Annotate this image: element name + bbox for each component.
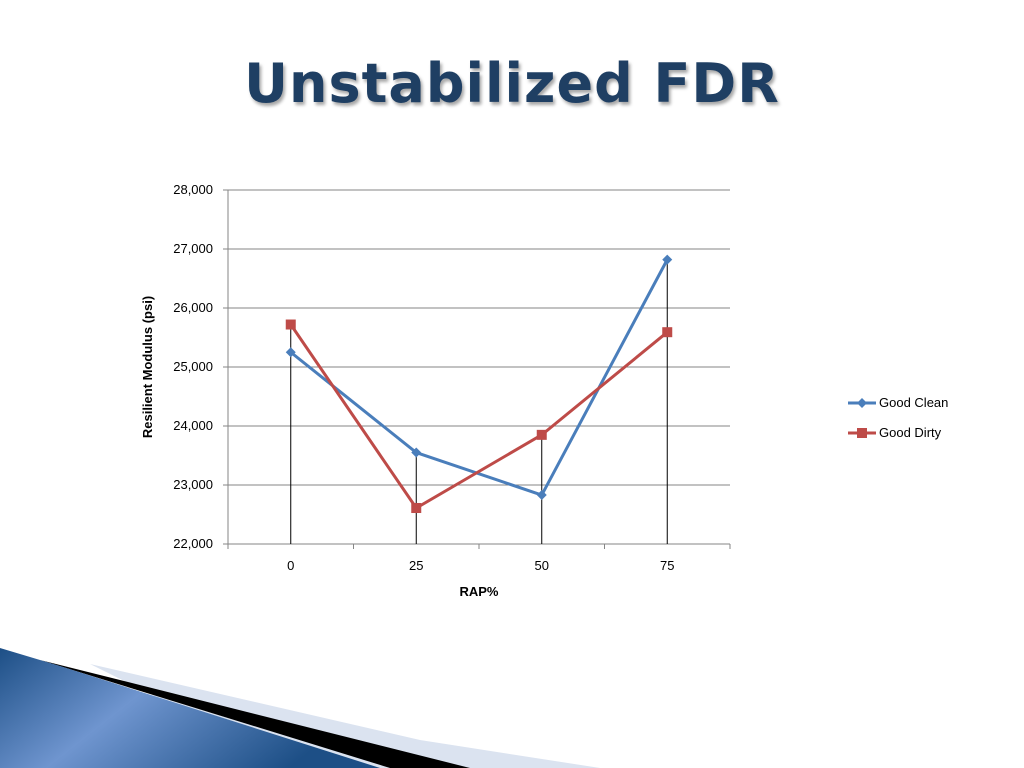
legend: Good Clean Good Dirty xyxy=(848,395,948,440)
series-line xyxy=(289,258,669,497)
legend-item: Good Dirty xyxy=(848,425,942,440)
swoosh-blue-band xyxy=(0,648,380,768)
series-good-clean xyxy=(285,254,673,501)
swoosh-black-band xyxy=(40,660,470,768)
legend-swatch-marker xyxy=(857,398,867,408)
y-tick-label: 26,000 xyxy=(173,300,213,315)
legend-item: Good Clean xyxy=(848,395,948,410)
legend-label: Good Clean xyxy=(879,395,948,410)
line-chart: 22,000 23,000 24,000 25,000 26,000 27,000 28,0… xyxy=(140,182,948,599)
data-point xyxy=(285,319,296,330)
series-line xyxy=(289,323,669,510)
x-tick-label: 25 xyxy=(409,558,423,573)
y-tick-label: 25,000 xyxy=(173,359,213,374)
data-point xyxy=(285,347,296,358)
series xyxy=(285,254,673,514)
data-point xyxy=(411,447,422,458)
series-good-dirty xyxy=(285,319,673,514)
x-tick-label: 75 xyxy=(660,558,674,573)
drop-lines xyxy=(290,259,668,544)
data-point xyxy=(536,429,547,440)
data-point xyxy=(411,503,422,514)
y-axis-title: Resilient Modulus (psi) xyxy=(140,296,155,438)
gridlines xyxy=(223,189,731,549)
legend-label: Good Dirty xyxy=(879,425,942,440)
legend-swatch-marker xyxy=(857,428,867,438)
y-tick-label: 23,000 xyxy=(173,477,213,492)
data-point xyxy=(662,327,673,338)
data-point xyxy=(662,254,673,265)
y-tick-label: 28,000 xyxy=(173,182,213,197)
x-tick-label: 50 xyxy=(535,558,549,573)
x-tick-label: 0 xyxy=(287,558,294,573)
x-axis-title: RAP% xyxy=(459,584,498,599)
x-tick-labels: 0 25 50 75 xyxy=(287,558,674,573)
y-tick-label: 22,000 xyxy=(173,536,213,551)
axes xyxy=(227,190,730,545)
y-tick-labels: 22,000 23,000 24,000 25,000 26,000 27,000 28,0… xyxy=(173,182,213,551)
slide-title: Unstabilized FDR xyxy=(244,52,780,115)
y-tick-label: 27,000 xyxy=(173,241,213,256)
data-point xyxy=(536,490,547,501)
y-tick-label: 24,000 xyxy=(173,418,213,433)
